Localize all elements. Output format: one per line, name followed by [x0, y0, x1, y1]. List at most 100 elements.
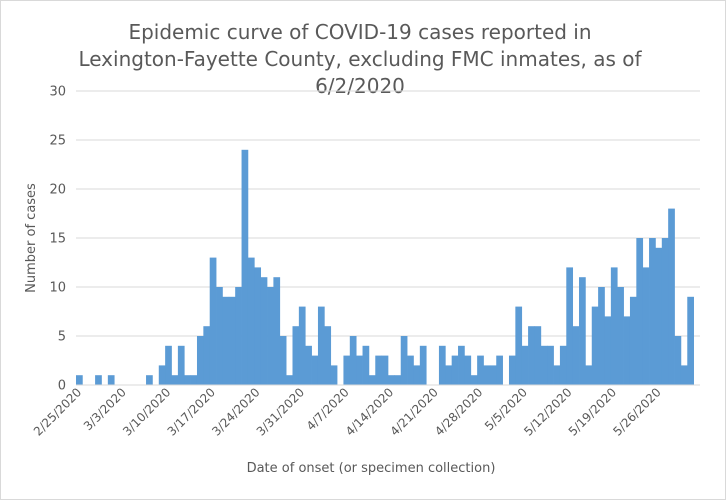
bar	[649, 238, 656, 385]
bar	[464, 355, 472, 385]
y-tick-label: 30	[49, 85, 66, 100]
bar	[604, 316, 612, 385]
bar	[636, 238, 644, 385]
bar	[146, 375, 153, 385]
y-tick-label: 15	[49, 232, 66, 247]
bar	[508, 355, 516, 385]
bar	[623, 316, 631, 385]
bar	[642, 267, 650, 385]
bar-series	[76, 149, 694, 385]
bar	[680, 365, 688, 385]
bar	[222, 296, 230, 385]
bar	[458, 345, 465, 385]
bar	[330, 365, 338, 385]
bar	[534, 326, 542, 385]
bar	[572, 326, 580, 385]
bar	[343, 355, 351, 385]
bar	[547, 345, 554, 385]
bar	[324, 326, 332, 385]
y-tick-label: 5	[58, 330, 66, 345]
bar	[661, 238, 669, 385]
bar	[203, 326, 211, 385]
y-tick-label: 20	[49, 183, 66, 198]
bar	[419, 345, 427, 385]
bar	[317, 306, 325, 385]
bar	[674, 336, 682, 385]
bar	[190, 375, 198, 385]
bar	[438, 345, 446, 385]
bar	[241, 149, 249, 385]
bar	[598, 287, 605, 385]
y-axis-tick-labels: 0 5 10 15 20 25 30	[49, 85, 66, 394]
bar	[559, 345, 567, 385]
x-tick-label: 5/26/2020	[610, 385, 663, 438]
bar	[216, 287, 223, 385]
bar	[515, 306, 523, 385]
bar	[209, 257, 217, 385]
bar	[489, 365, 497, 385]
bar	[483, 365, 491, 385]
bar	[165, 345, 172, 385]
bar	[349, 336, 357, 385]
bar	[273, 277, 281, 385]
bar	[196, 336, 204, 385]
bar	[95, 375, 102, 385]
chart-title: Epidemic curve of COVID-19 cases reporte…	[78, 20, 642, 98]
bar	[413, 365, 421, 385]
bar	[591, 306, 599, 385]
bar	[235, 287, 242, 385]
bar	[521, 345, 529, 385]
bar	[540, 345, 548, 385]
bar	[451, 355, 459, 385]
bar	[445, 365, 453, 385]
bar	[228, 296, 236, 385]
bar	[579, 277, 586, 385]
bar	[254, 267, 262, 385]
y-tick-label: 0	[58, 379, 66, 394]
bar	[655, 247, 663, 385]
y-axis-label: Number of cases	[24, 183, 39, 293]
bar	[629, 296, 637, 385]
bar	[247, 257, 255, 385]
bar	[286, 375, 293, 385]
bar	[311, 355, 319, 385]
bar	[610, 267, 618, 385]
bar	[470, 375, 478, 385]
x-tick-label: 4/28/2020	[432, 385, 485, 438]
bar	[496, 355, 503, 385]
bar	[687, 296, 694, 385]
bar	[279, 336, 287, 385]
bar	[260, 277, 268, 385]
bar	[107, 375, 115, 385]
bar	[668, 208, 675, 385]
bar	[368, 375, 376, 385]
bar	[158, 365, 166, 385]
x-axis-label: Date of onset (or specimen collection)	[247, 461, 496, 476]
bar	[76, 375, 83, 385]
bar	[388, 375, 395, 385]
bar	[305, 345, 312, 385]
y-tick-label: 10	[49, 281, 66, 296]
bar	[356, 355, 363, 385]
bar	[400, 336, 408, 385]
bar	[407, 355, 414, 385]
bar	[177, 345, 185, 385]
bar	[298, 306, 306, 385]
bar	[528, 326, 535, 385]
bar	[375, 355, 382, 385]
bar	[617, 287, 624, 385]
bar	[362, 345, 370, 385]
gridlines	[76, 90, 700, 337]
bar	[171, 375, 179, 385]
bar	[292, 326, 300, 385]
x-axis-tick-labels: 2/25/20203/3/20203/10/20203/17/20203/24/…	[31, 385, 664, 438]
bar	[184, 375, 191, 385]
bar	[477, 355, 484, 385]
x-tick-label: 3/31/2020	[254, 385, 307, 438]
bar	[553, 365, 561, 385]
bar	[267, 287, 274, 385]
bar	[585, 365, 593, 385]
bar	[566, 267, 574, 385]
